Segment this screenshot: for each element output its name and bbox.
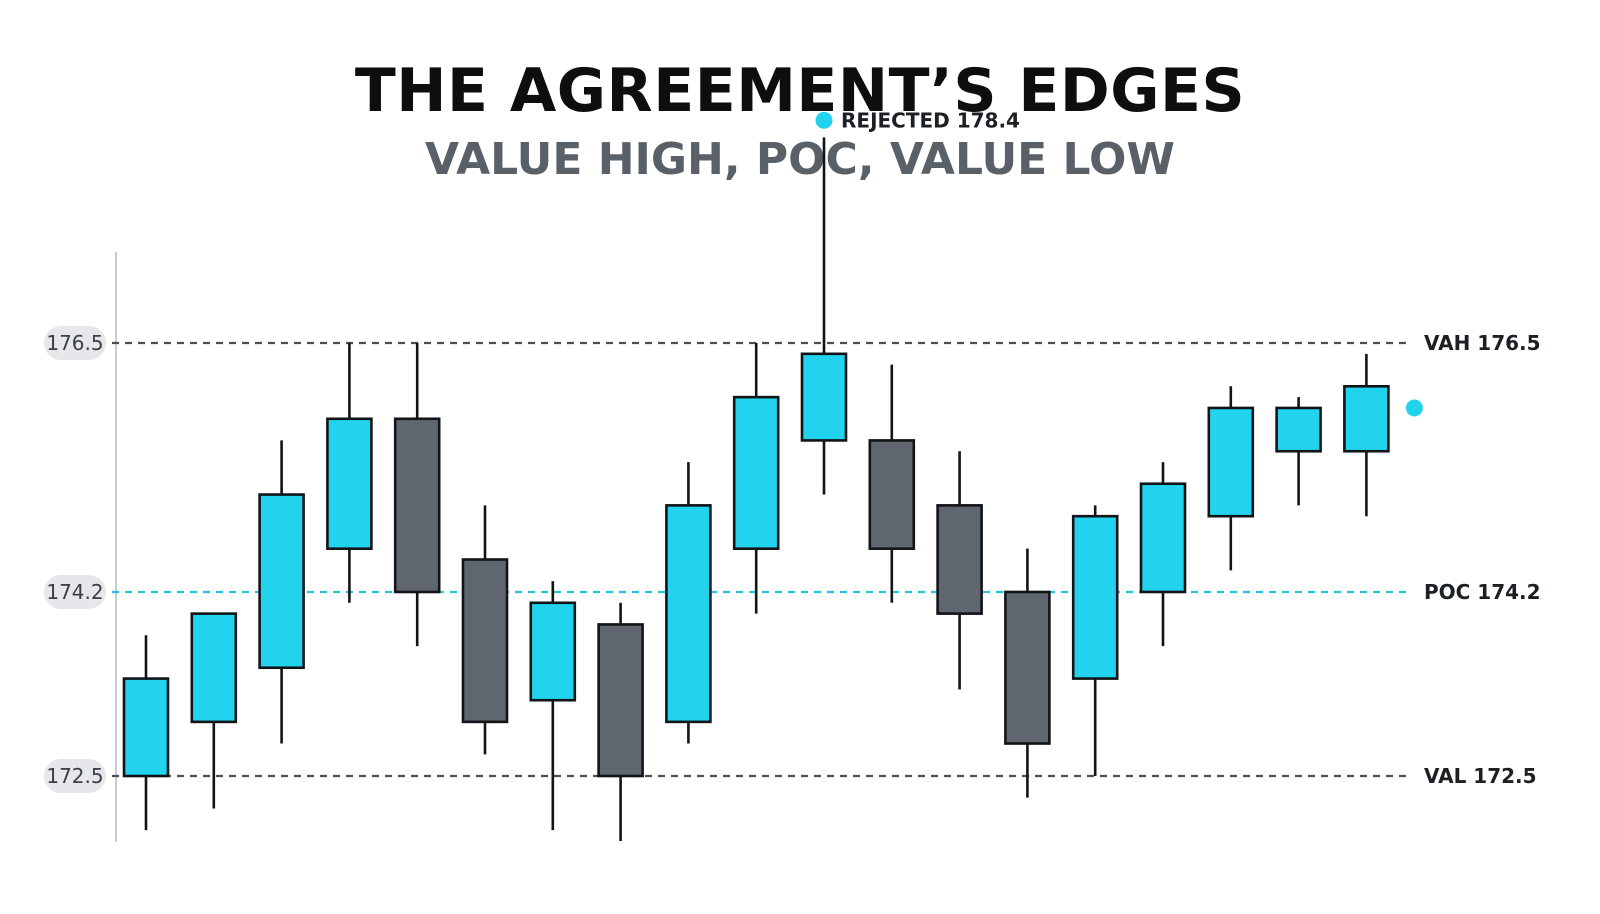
candle	[1343, 353, 1390, 517]
candle	[529, 581, 577, 831]
candle-body-bull	[1343, 384, 1390, 453]
candle-body-bull	[529, 601, 577, 702]
candles	[122, 137, 1390, 841]
chart-subtitle: VALUE HIGH, POC, VALUE LOW	[425, 134, 1175, 185]
candle	[122, 635, 170, 831]
candle	[1139, 462, 1187, 647]
candle	[665, 462, 712, 744]
candle-body-bear	[868, 439, 916, 550]
y-tick-label: 174.2	[46, 580, 103, 604]
candle-body-bull	[190, 612, 238, 724]
candle-body-bull	[800, 352, 848, 442]
candle	[190, 612, 238, 809]
annotations: REJECTED 178.4	[815, 108, 1423, 417]
level-label-poc: POC 174.2	[1424, 580, 1541, 604]
level-label-vah: VAH 176.5	[1424, 331, 1541, 355]
candle-body-bull	[258, 493, 305, 670]
y-tick-label: 172.5	[46, 764, 103, 788]
candle-body-bull	[1275, 406, 1322, 453]
candle	[1207, 386, 1255, 571]
candle	[732, 343, 780, 614]
value-levels: VAH 176.5 POC 174.2 VAL 172.5	[112, 331, 1541, 788]
candle-body-bear	[1004, 590, 1051, 745]
candle	[461, 505, 509, 755]
candle-body-bull	[122, 677, 170, 778]
candle-body-bull	[665, 504, 712, 724]
last-price-dot	[1405, 399, 1423, 417]
candle-body-bull	[1139, 482, 1187, 594]
candle	[1275, 397, 1322, 506]
candle-body-bear	[393, 417, 441, 594]
candle-body-bull	[1071, 514, 1119, 680]
candle-body-bull	[732, 395, 780, 550]
candle-body-bear	[461, 558, 509, 724]
candle	[597, 602, 644, 841]
rejected-marker-dot	[815, 111, 833, 129]
candle	[936, 451, 983, 690]
candle	[868, 364, 916, 603]
y-axis-ticks: 176.5 174.2 172.5	[44, 326, 106, 793]
y-tick-label: 176.5	[46, 331, 103, 355]
candle-body-bull	[1207, 406, 1255, 518]
level-label-val: VAL 172.5	[1424, 764, 1537, 788]
candle-body-bear	[597, 623, 644, 778]
candle	[326, 343, 373, 603]
y-tick-pill	[44, 326, 106, 360]
y-tick-pill	[44, 759, 106, 793]
candle-body-bear	[936, 504, 983, 615]
candle-body-bull	[326, 417, 373, 550]
chart-title: THE AGREEMENT’S EDGES	[354, 56, 1246, 126]
candle	[258, 440, 305, 744]
y-tick-pill	[44, 574, 106, 609]
candle	[800, 137, 848, 495]
candle	[393, 343, 441, 647]
candle	[1004, 548, 1051, 798]
rejected-label: REJECTED 178.4	[841, 108, 1020, 132]
candle	[1071, 505, 1119, 776]
